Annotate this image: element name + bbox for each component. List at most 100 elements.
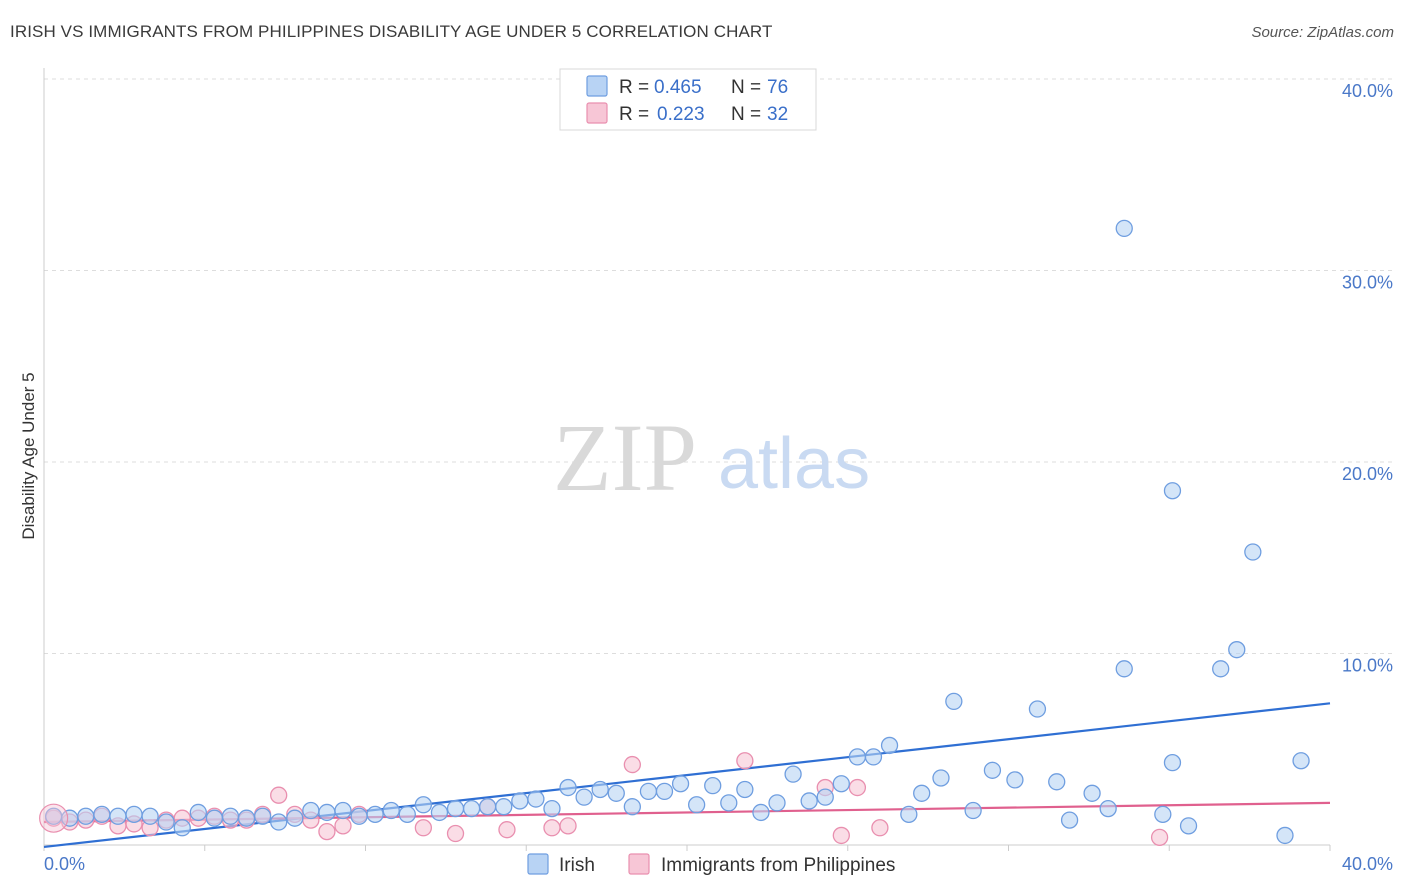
y-tick-label: 10.0% bbox=[1342, 656, 1393, 676]
irish-point bbox=[189, 803, 207, 822]
watermark: ZIP atlas bbox=[553, 404, 870, 511]
irish-point bbox=[1099, 799, 1117, 818]
irish-point bbox=[768, 794, 786, 812]
philippines-point bbox=[334, 817, 352, 835]
irish-point bbox=[1006, 771, 1024, 789]
philippines-point bbox=[623, 755, 641, 774]
irish-point bbox=[591, 780, 609, 799]
irish-point bbox=[559, 778, 577, 797]
irish-point bbox=[1060, 811, 1079, 829]
irish-point bbox=[462, 799, 481, 818]
legend-n-value-philippines: 32 bbox=[767, 104, 788, 125]
irish-point bbox=[141, 807, 159, 825]
irish-point bbox=[382, 801, 400, 820]
philippines-point bbox=[446, 824, 465, 843]
irish-point bbox=[784, 765, 802, 783]
philippines-point bbox=[318, 822, 336, 841]
irish-point bbox=[752, 803, 770, 822]
legend-r-label-philippines: R = bbox=[619, 104, 649, 125]
irish-point bbox=[302, 801, 320, 820]
philippines-point bbox=[832, 826, 850, 845]
philippines-point bbox=[270, 786, 288, 804]
chart-title: IRISH VS IMMIGRANTS FROM PHILIPPINES DIS… bbox=[10, 22, 773, 41]
y-axis-title: Disability Age Under 5 bbox=[19, 372, 38, 539]
irish-point bbox=[270, 813, 288, 831]
legend-n-label-philippines: N = bbox=[731, 104, 761, 125]
philippines-point bbox=[39, 803, 69, 833]
irish-point bbox=[1179, 817, 1198, 835]
philippines-point bbox=[543, 819, 561, 837]
irish-point bbox=[253, 807, 272, 825]
grid-lines bbox=[44, 78, 1392, 654]
y-tick-label: 40.0% bbox=[1342, 81, 1393, 101]
irish-point bbox=[527, 790, 545, 808]
irish-point bbox=[77, 807, 95, 825]
legend-n-label-irish: N = bbox=[731, 77, 761, 98]
irish-point bbox=[736, 780, 754, 799]
legend-r-value-irish: 0.465 bbox=[654, 77, 702, 98]
philippines-point bbox=[871, 819, 889, 837]
irish-point bbox=[350, 807, 368, 825]
irish-point bbox=[366, 805, 384, 824]
y-tick-label: 20.0% bbox=[1342, 464, 1393, 484]
irish-point bbox=[964, 801, 982, 820]
irish-point bbox=[575, 788, 593, 806]
irish-point bbox=[720, 794, 738, 812]
bottom-legend-label-irish: Irish bbox=[559, 855, 595, 876]
irish-point bbox=[543, 799, 561, 818]
philippines-point bbox=[848, 778, 867, 797]
top-legend: R = 0.465 N = 76 R = 0.223 N = 32 bbox=[559, 68, 817, 131]
bottom-legend-swatch-irish bbox=[527, 853, 549, 875]
irish-point bbox=[318, 803, 336, 822]
irish-point bbox=[334, 801, 352, 820]
irish-point bbox=[221, 807, 240, 825]
legend-swatch-philippines bbox=[586, 102, 608, 124]
irish-point bbox=[430, 803, 449, 822]
watermark-zip: ZIP bbox=[553, 404, 697, 511]
irish-point bbox=[832, 775, 850, 793]
irish-point bbox=[1163, 754, 1182, 772]
irish-point bbox=[607, 784, 625, 802]
irish-point bbox=[1115, 219, 1133, 238]
philippines-point bbox=[1150, 828, 1169, 846]
irish-point bbox=[1048, 773, 1066, 791]
irish-point bbox=[414, 796, 433, 814]
irish-point bbox=[1276, 826, 1294, 845]
irish-point bbox=[639, 782, 658, 801]
irish-point bbox=[655, 782, 674, 801]
irish-point bbox=[446, 799, 465, 818]
legend-n-value-irish: 76 bbox=[767, 77, 788, 98]
irish-point bbox=[880, 736, 899, 755]
irish-point bbox=[1228, 641, 1246, 659]
chart-source: Source: ZipAtlas.com bbox=[1251, 24, 1394, 41]
irish-point bbox=[286, 809, 304, 827]
irish-point bbox=[900, 805, 918, 824]
irish-point bbox=[800, 792, 818, 810]
irish-point bbox=[1244, 543, 1262, 561]
irish-point bbox=[173, 819, 191, 837]
irish-point bbox=[983, 761, 1002, 779]
x-tick-label-max: 40.0% bbox=[1342, 854, 1393, 874]
irish-point bbox=[1083, 784, 1101, 802]
legend-r-value-philippines: 0.223 bbox=[657, 104, 705, 125]
irish-point bbox=[237, 809, 256, 827]
irish-point bbox=[848, 748, 867, 766]
irish-point bbox=[704, 776, 722, 795]
irish-point bbox=[495, 798, 513, 816]
irish-point bbox=[932, 769, 950, 787]
bottom-legend: Irish Immigrants from Philippines bbox=[527, 853, 895, 876]
philippines-point bbox=[498, 821, 516, 839]
bottom-legend-swatch-philippines bbox=[628, 853, 650, 875]
irish-point bbox=[398, 805, 416, 824]
irish-point bbox=[93, 805, 111, 824]
philippines-point bbox=[414, 819, 433, 837]
irish-point bbox=[1154, 805, 1172, 824]
irish-point bbox=[109, 807, 127, 825]
irish-point bbox=[687, 796, 706, 814]
irish-point bbox=[1115, 660, 1133, 678]
irish-point bbox=[1163, 482, 1182, 500]
philippines-point bbox=[559, 817, 577, 835]
bottom-legend-label-philippines: Immigrants from Philippines bbox=[661, 855, 895, 876]
x-tick-label-min: 0.0% bbox=[44, 854, 85, 874]
